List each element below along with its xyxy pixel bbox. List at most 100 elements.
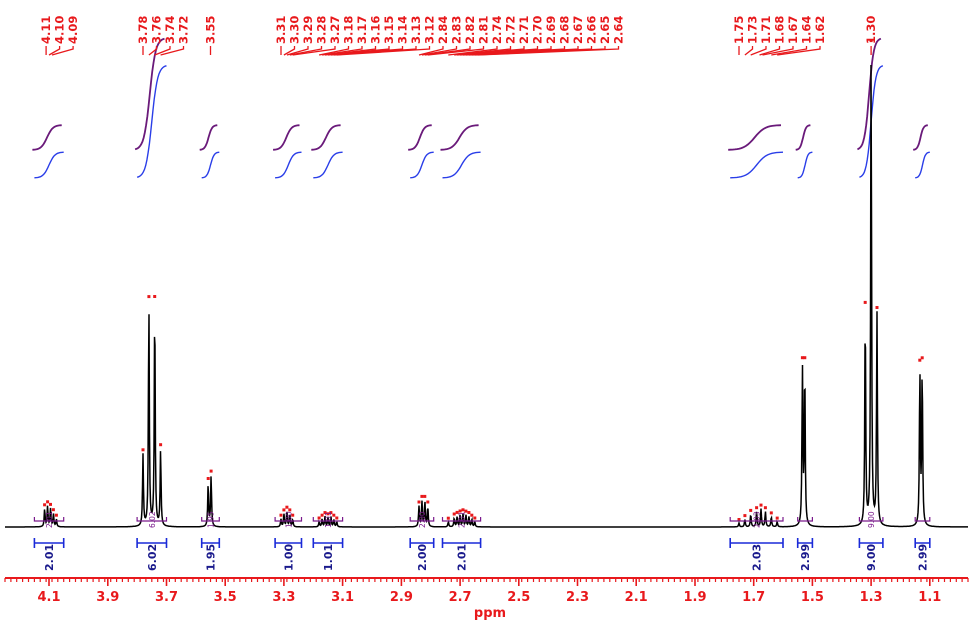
integral-bar bbox=[796, 538, 814, 548]
peak-label: 4.10 bbox=[53, 16, 67, 44]
integral-bar bbox=[312, 538, 344, 548]
peak-label: 3.29 bbox=[301, 16, 315, 44]
peak-label: 2.72 bbox=[504, 16, 518, 44]
integral-bar bbox=[136, 538, 168, 548]
peak-marker bbox=[803, 356, 807, 360]
peak-marker bbox=[423, 494, 427, 498]
integral-bar bbox=[858, 538, 884, 548]
peak-label: 3.30 bbox=[288, 16, 302, 44]
integral-curve-blue bbox=[34, 151, 64, 179]
integral-marker-label: 1.01 bbox=[324, 511, 333, 528]
integral-bracket bbox=[312, 517, 344, 522]
peak-marker bbox=[458, 509, 462, 513]
peak-label: 1.62 bbox=[813, 16, 827, 44]
peak-label: 2.67 bbox=[571, 16, 585, 44]
integral-bracket bbox=[409, 517, 435, 522]
peak-label-leader bbox=[318, 46, 350, 56]
peak-label-leader bbox=[289, 46, 323, 56]
peak-label: 2.64 bbox=[612, 16, 626, 44]
integral-value: 9.00 bbox=[865, 544, 878, 571]
integral-curve-purple bbox=[440, 124, 479, 151]
peak-marker bbox=[332, 513, 336, 517]
peak-marker bbox=[326, 512, 330, 516]
integral-curve-purple bbox=[795, 124, 811, 151]
peak-marker bbox=[426, 500, 430, 504]
peak-label-leader bbox=[421, 46, 458, 56]
peak-marker bbox=[869, 39, 873, 43]
integral-marker-label: 9.00 bbox=[867, 511, 876, 528]
x-axis-title: ppm bbox=[474, 606, 506, 621]
peak-label: 4.11 bbox=[39, 16, 53, 44]
peak-label: 1.68 bbox=[773, 16, 787, 44]
peak-marker bbox=[206, 477, 210, 480]
integral-bars: 2.01 2.01 6.02 6.02 1.95 1.95 1.00 1.00 1.01 1.01… bbox=[33, 511, 931, 571]
peak-marker bbox=[464, 509, 468, 513]
peak-marker bbox=[51, 508, 55, 512]
x-axis-tick-label: 3.7 bbox=[155, 590, 178, 605]
peak-label: 2.69 bbox=[544, 16, 558, 44]
peak-label: 2.74 bbox=[490, 16, 504, 44]
peak-marker bbox=[285, 505, 289, 509]
peak-marker bbox=[918, 358, 922, 362]
peak-marker bbox=[49, 502, 52, 506]
x-axis-tick-label: 2.9 bbox=[390, 590, 413, 605]
integral-value: 2.99 bbox=[799, 544, 812, 571]
integral-value: 2.03 bbox=[751, 544, 764, 571]
peak-label: 3.72 bbox=[177, 16, 191, 44]
integral-value: 1.95 bbox=[205, 544, 218, 571]
peak-label: 1.30 bbox=[864, 16, 878, 44]
integral-curve-blue bbox=[275, 151, 302, 179]
integral-curve-purple bbox=[408, 124, 432, 151]
peak-marker bbox=[473, 516, 477, 520]
peak-marker bbox=[759, 503, 763, 507]
peak-marker bbox=[43, 503, 47, 507]
integral-value: 2.01 bbox=[43, 544, 56, 571]
integral-curve-blue bbox=[730, 151, 784, 179]
integral-value: 1.01 bbox=[322, 544, 335, 571]
integral-value: 6.02 bbox=[146, 544, 159, 571]
integral-marker-label: 6.02 bbox=[148, 511, 157, 528]
integral-marker-label: 2.03 bbox=[753, 511, 762, 528]
peak-label: 1.67 bbox=[786, 16, 800, 44]
peak-label: 3.12 bbox=[423, 16, 437, 44]
x-axis-tick-label: 2.1 bbox=[625, 590, 648, 605]
peak-label-leader bbox=[424, 46, 471, 56]
peak-marker bbox=[417, 500, 421, 504]
integral-value: 1.00 bbox=[282, 544, 295, 571]
peak-label-leader bbox=[759, 46, 781, 56]
peak-label: 3.31 bbox=[274, 16, 288, 44]
peak-label: 2.71 bbox=[517, 16, 531, 44]
integral-bracket bbox=[914, 517, 931, 522]
integral-bar bbox=[200, 538, 221, 548]
integral-bracket bbox=[729, 517, 784, 522]
peak-label: 4.09 bbox=[66, 16, 80, 44]
peak-labels: 4.11 4.10 4.09 3.78 3.76 3.74 3.72 3.55 3.31 3.30… bbox=[39, 16, 878, 56]
peak-label-leader bbox=[283, 46, 296, 56]
integral-bar bbox=[274, 538, 303, 548]
integral-curve-purple bbox=[728, 124, 782, 151]
peak-marker bbox=[863, 300, 867, 304]
peak-label-leader bbox=[286, 46, 309, 56]
peak-label-leader bbox=[154, 46, 171, 56]
integral-marker-label: 1.95 bbox=[207, 511, 216, 528]
peak-label-leader bbox=[448, 46, 498, 56]
peak-marker bbox=[288, 508, 292, 512]
peak-label-leader bbox=[427, 46, 485, 56]
peak-marker bbox=[147, 295, 151, 299]
integral-value: 2.01 bbox=[456, 544, 469, 571]
x-axis-tick-label: 2.7 bbox=[449, 590, 472, 605]
integral-bracket bbox=[201, 517, 220, 522]
peak-marker bbox=[470, 513, 474, 517]
peak-label: 3.15 bbox=[382, 16, 396, 44]
peak-marker bbox=[159, 443, 163, 447]
peak-label: 1.75 bbox=[732, 16, 746, 44]
peak-label: 2.66 bbox=[585, 16, 599, 44]
peak-marker bbox=[317, 516, 321, 520]
peak-label: 2.70 bbox=[531, 16, 545, 44]
peak-label: 1.71 bbox=[759, 16, 773, 44]
integral-curve-purple bbox=[134, 37, 165, 151]
integral-curve-purple bbox=[857, 37, 882, 151]
peak-label: 3.55 bbox=[204, 16, 218, 44]
integral-curve-purple bbox=[32, 124, 62, 151]
peak-marker bbox=[329, 511, 333, 515]
